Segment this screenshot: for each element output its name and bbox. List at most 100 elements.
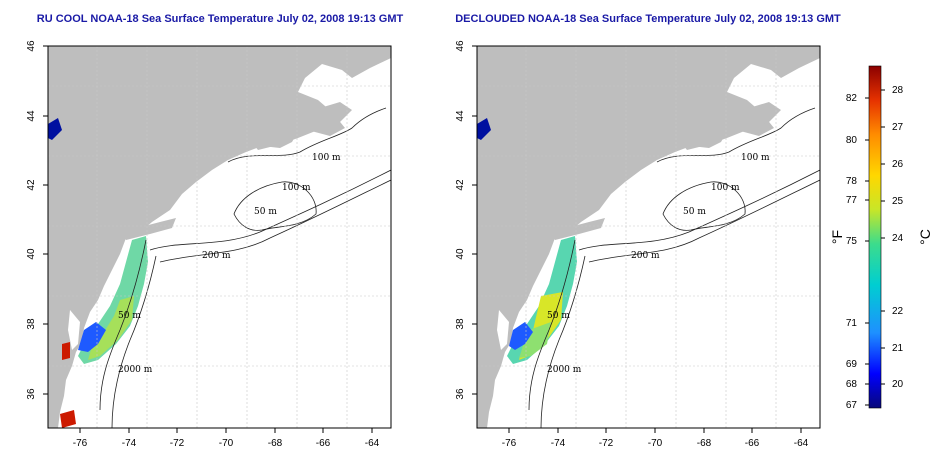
left-x-tick: -76 xyxy=(73,438,88,449)
right-contour-slope xyxy=(540,255,586,428)
fahrenheit-tick: 77 xyxy=(846,195,858,206)
right-long-island xyxy=(551,218,605,240)
left-y-tick: 46 xyxy=(26,40,37,52)
right-y-tick: 36 xyxy=(455,388,466,400)
right-x-tick: -64 xyxy=(794,438,809,449)
left-contour-label-50m-b: 50 m xyxy=(118,311,141,321)
right-contour-shelf xyxy=(528,239,576,411)
celsius-tick: 28 xyxy=(892,85,904,96)
fahrenheit-tick: 71 xyxy=(846,318,858,329)
right-landmass xyxy=(477,46,820,428)
left-long-island xyxy=(122,218,176,240)
left-landmass xyxy=(48,46,391,428)
left-map-content: 100 m 100 m 50 m 200 m 50 m 2000 m xyxy=(48,46,391,428)
left-x-axis: -76 -74 -72 -70 -68 -66 -64 xyxy=(73,428,380,449)
colorbar-celsius-ticks: 28 27 26 25 24 22 21 20 xyxy=(881,85,904,390)
left-x-tick: -70 xyxy=(219,438,234,449)
left-sst-warm xyxy=(62,342,70,360)
celsius-unit-label: °C xyxy=(917,229,933,245)
celsius-tick: 27 xyxy=(892,122,904,133)
fahrenheit-tick: 82 xyxy=(846,93,858,104)
right-x-tick: -74 xyxy=(551,438,566,449)
left-y-tick: 44 xyxy=(26,110,37,122)
left-sst-cold-north xyxy=(48,118,62,140)
fahrenheit-tick: 67 xyxy=(846,400,858,411)
celsius-tick: 21 xyxy=(892,343,904,354)
left-sst-cold xyxy=(78,322,106,352)
right-y-tick: 44 xyxy=(455,110,466,122)
right-x-tick: -68 xyxy=(697,438,712,449)
right-sst-mid xyxy=(519,322,551,358)
fahrenheit-tick: 78 xyxy=(846,176,858,187)
left-contour-200m xyxy=(149,169,391,251)
fahrenheit-tick: 69 xyxy=(846,359,858,370)
left-contour-label-100m-a: 100 m xyxy=(312,153,341,163)
left-map-frame xyxy=(47,45,392,429)
left-y-tick: 42 xyxy=(26,179,37,191)
colorbar-fahrenheit-ticks: 82 80 78 77 75 71 69 68 67 xyxy=(846,93,869,411)
left-x-tick: -72 xyxy=(170,438,185,449)
left-contour-slope xyxy=(111,255,157,428)
right-contour-label-200m: 200 m xyxy=(631,251,660,261)
left-y-tick: 40 xyxy=(26,248,37,260)
right-contour-label-2000m: 2000 m xyxy=(547,365,582,375)
fahrenheit-tick: 75 xyxy=(846,236,858,247)
right-sst-cold-north xyxy=(477,118,491,140)
right-panel-title: DECLOUDED NOAA-18 Sea Surface Temperatur… xyxy=(455,13,841,25)
fahrenheit-tick: 80 xyxy=(846,135,858,146)
celsius-tick: 22 xyxy=(892,306,904,317)
right-grid xyxy=(477,46,820,428)
right-map-content: 100 m 100 m 50 m 200 m 50 m 2000 m xyxy=(477,46,820,428)
fahrenheit-unit-label: °F xyxy=(829,230,845,244)
right-x-tick: -72 xyxy=(599,438,614,449)
fahrenheit-tick: 68 xyxy=(846,379,858,390)
right-y-axis: 36 38 40 42 44 46 xyxy=(455,40,477,400)
left-map-panel: 100 m 100 m 50 m 200 m 50 m 2000 m -76 -… xyxy=(26,40,392,449)
left-contour-label-100m-b: 100 m xyxy=(282,183,311,193)
left-y-tick: 36 xyxy=(26,388,37,400)
right-y-tick: 40 xyxy=(455,248,466,260)
celsius-tick: 24 xyxy=(892,233,904,244)
right-contour-100m xyxy=(656,107,816,163)
left-y-tick: 38 xyxy=(26,318,37,330)
right-y-tick: 38 xyxy=(455,318,466,330)
right-chesapeake xyxy=(497,310,509,350)
left-contour-label-200m: 200 m xyxy=(202,251,231,261)
right-contour-label-100m-b: 100 m xyxy=(711,183,740,193)
left-chesapeake xyxy=(68,310,80,350)
left-contour-shelf xyxy=(99,239,147,411)
right-nova-scotia xyxy=(679,102,781,150)
left-contour-100m xyxy=(227,107,387,163)
left-sst-warm-south xyxy=(60,410,76,428)
right-contour-200m xyxy=(578,169,820,251)
left-x-tick: -68 xyxy=(268,438,283,449)
celsius-tick: 25 xyxy=(892,196,904,207)
right-contour-label-50m-a: 50 m xyxy=(683,207,706,217)
right-map-frame xyxy=(476,45,821,429)
right-y-tick: 42 xyxy=(455,179,466,191)
right-x-tick: -76 xyxy=(502,438,517,449)
left-contour-label-2000m: 2000 m xyxy=(118,365,153,375)
right-contour-50m xyxy=(662,181,746,231)
left-y-axis: 36 38 40 42 44 46 xyxy=(26,40,48,400)
left-x-tick: -66 xyxy=(316,438,331,449)
right-sst-cold xyxy=(509,322,533,350)
right-map-panel: 100 m 100 m 50 m 200 m 50 m 2000 m -76 -… xyxy=(455,40,821,449)
left-grid xyxy=(48,46,391,428)
right-contour-label-50m-b: 50 m xyxy=(547,311,570,321)
colorbar: 82 80 78 77 75 71 69 68 67 28 27 26 25 2… xyxy=(829,65,933,411)
left-contour-50m xyxy=(233,181,317,231)
left-x-tick: -64 xyxy=(365,438,380,449)
right-contour-label-100m-a: 100 m xyxy=(741,153,770,163)
celsius-tick: 26 xyxy=(892,159,904,170)
right-x-tick: -66 xyxy=(745,438,760,449)
left-nova-scotia xyxy=(250,102,352,150)
left-x-tick: -74 xyxy=(122,438,137,449)
right-x-tick: -70 xyxy=(648,438,663,449)
left-sst-shelf xyxy=(88,296,134,360)
left-panel-title: RU COOL NOAA-18 Sea Surface Temperature … xyxy=(37,13,404,25)
right-y-tick: 46 xyxy=(455,40,466,52)
celsius-tick: 20 xyxy=(892,379,904,390)
colorbar-gradient xyxy=(868,65,882,409)
